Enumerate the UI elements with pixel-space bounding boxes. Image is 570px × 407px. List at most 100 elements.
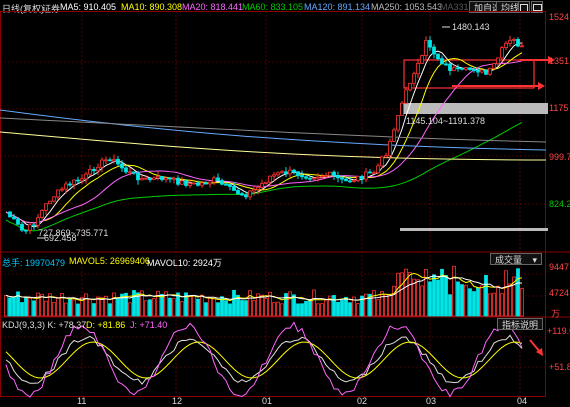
candle-body (504, 42, 508, 48)
candle-body (492, 63, 496, 69)
volume-bar (520, 288, 524, 317)
volume-bar (484, 274, 488, 317)
volume-bar (392, 285, 396, 317)
volume-bar (180, 301, 184, 317)
volume-bar (48, 293, 52, 317)
candle-body (36, 217, 40, 226)
candle-body (432, 46, 436, 55)
range-band (400, 103, 548, 114)
ma60-line (5, 121, 523, 232)
candle-body (300, 175, 304, 178)
candle-body (240, 193, 244, 196)
volume-bar (68, 298, 72, 317)
volume-bar (488, 293, 492, 317)
period-label[interactable]: 日线(复权) (2, 4, 44, 14)
candle-body (436, 53, 440, 60)
candle-body (452, 67, 456, 71)
candle-body (520, 45, 524, 48)
volume-bar (188, 295, 192, 317)
candle-body (400, 102, 404, 116)
ma10-line (5, 52, 523, 224)
candle-body (344, 178, 348, 182)
candle-body (208, 181, 212, 185)
volume-bar (300, 303, 304, 317)
kdj-k-label: KDJ(9,3,3) K: +78.37 (2, 320, 87, 330)
ma120-label: MA120: 891.134 (304, 2, 371, 12)
volume-bar (144, 300, 148, 317)
candle-body (100, 159, 104, 168)
volume-bar (440, 268, 444, 317)
volume-bar (328, 295, 332, 317)
candle-body (152, 177, 156, 181)
candle-body (76, 179, 80, 182)
time-tick: 02 (357, 396, 368, 406)
candle-body (324, 175, 328, 177)
candle-body (396, 115, 400, 131)
selection-box[interactable] (403, 59, 535, 89)
ma250-label: MA250: 1053.543 (371, 2, 443, 12)
volume-bar (248, 290, 252, 317)
volume-bar (168, 297, 172, 317)
volume-bar (108, 303, 112, 317)
volume-bar (340, 300, 344, 317)
volume-bar (372, 290, 376, 317)
ma331-line (0, 117, 547, 143)
candle-body (272, 174, 276, 177)
candle-body (184, 180, 188, 186)
candle-body (508, 39, 512, 44)
candle-body (132, 171, 136, 174)
candle-body (512, 38, 516, 41)
volume-bars (4, 265, 524, 317)
candle-body (476, 69, 480, 73)
kdj-d-label: D: +81.86 (86, 320, 126, 330)
candle-body (84, 173, 88, 180)
volume-bar (116, 297, 120, 317)
mavol10-label: MAVOL10: 2924万 (147, 258, 222, 268)
volume-bar (148, 299, 152, 317)
candle-body (316, 176, 320, 179)
price-tick: 1175 (549, 103, 569, 113)
volume-bar (164, 291, 168, 317)
candle-body (488, 67, 492, 75)
volume-bar (324, 300, 328, 317)
ma250-line (0, 131, 547, 161)
volume-bar (40, 293, 44, 317)
volume-bar (500, 293, 504, 317)
volume-bar (448, 294, 452, 317)
ma20-label: MA20: 818.441 (182, 2, 244, 12)
indicator-help-button[interactable]: 指标说明 (497, 318, 543, 330)
volume-bar (96, 296, 100, 317)
volume-bar (424, 269, 428, 317)
volume-bar (12, 297, 16, 317)
candle-body (68, 183, 72, 186)
candle-body (380, 156, 384, 167)
kdj-tick: +51.8 (549, 362, 570, 372)
candle-body (376, 165, 380, 174)
volume-bar (384, 294, 388, 317)
candle-body (200, 182, 204, 186)
candle-body (292, 169, 296, 173)
volume-bar (232, 289, 236, 317)
ma5-label: MA5: 910.405 (60, 2, 117, 12)
time-tick: 01 (262, 396, 273, 406)
volume-bar (332, 295, 336, 317)
volume-bar (268, 291, 272, 317)
candle-body (468, 67, 472, 70)
volume-bar (404, 268, 408, 317)
candle-body (224, 183, 228, 186)
volume-bar (284, 293, 288, 317)
volume-bar (292, 294, 296, 317)
volume-bar (228, 303, 232, 317)
volume-bar (100, 297, 104, 317)
chevron-down-icon: ▾ (532, 255, 537, 265)
candle-body (188, 183, 192, 186)
volume-dropdown[interactable]: 成交量 ▾ (490, 253, 542, 265)
volume-bar (128, 302, 132, 317)
volume-bar (380, 291, 384, 317)
screen-icon[interactable] (531, 1, 543, 13)
volume-bar (200, 294, 204, 317)
candle-body (44, 203, 48, 211)
candle-body (72, 179, 76, 186)
volume-bar (104, 295, 108, 317)
